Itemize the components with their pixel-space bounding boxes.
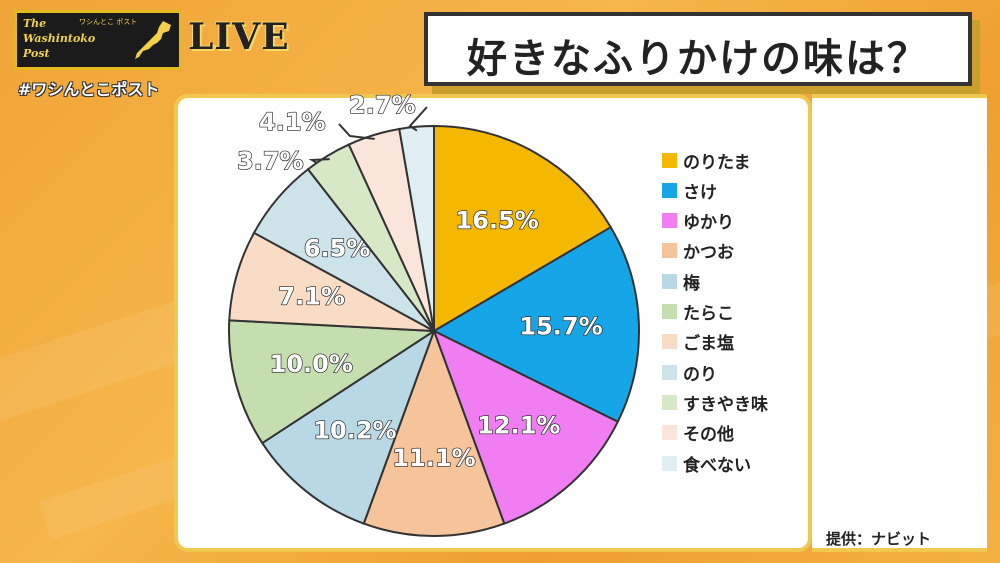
legend-swatch — [662, 152, 677, 168]
live-label: LIVE — [188, 16, 290, 58]
legend-label: かつお — [683, 243, 734, 264]
legend-item: さけ — [662, 178, 717, 203]
leader-line — [338, 123, 375, 140]
hashtag: #ワシんとこポスト — [18, 80, 160, 99]
slice-value-label: 7.1% — [278, 282, 345, 310]
legend-label: すきやき味 — [683, 394, 768, 415]
slice-value-label: 15.7% — [519, 312, 602, 340]
pie-slice — [431, 225, 640, 424]
legend-swatch — [662, 304, 677, 319]
legend-label: 食べない — [683, 455, 751, 476]
legend-item: のりたま — [662, 148, 751, 173]
legend-item: 梅 — [662, 269, 700, 294]
slice-value-label: 10.0% — [270, 350, 353, 378]
slice-value-label: 11.1% — [392, 444, 475, 472]
chart-title: 好きなふりかけの味は？ — [467, 36, 929, 82]
pie-slice — [432, 328, 620, 525]
leader-line — [408, 106, 428, 132]
slice-value-label: 2.7% — [349, 91, 416, 119]
slice-value-label: 4.1% — [259, 108, 326, 136]
legend-item: のり — [662, 360, 717, 385]
legend-label: 梅 — [683, 273, 700, 294]
legend-label: ゆかり — [683, 213, 734, 234]
legend-swatch — [662, 394, 677, 410]
legend-background — [812, 94, 987, 552]
legend-item: ゆかり — [662, 209, 734, 233]
legend-item: ごま塩 — [662, 330, 734, 354]
legend-label: ごま塩 — [683, 334, 734, 355]
legend-label: のり — [683, 364, 717, 385]
legend-label: のりたま — [683, 152, 751, 173]
slice-value-label: 6.5% — [304, 235, 371, 263]
pie-slice — [260, 328, 436, 525]
legend-label: たらこ — [683, 304, 734, 324]
logo-text: The Washintoko Post — [23, 17, 96, 60]
slice-value-label: 3.7% — [237, 147, 304, 175]
logo-subtitle: ワシんとこ ポスト — [79, 18, 138, 26]
title-box: 好きなふりかけの味は？ — [424, 12, 972, 86]
pie-slice — [398, 124, 435, 332]
legend-swatch — [662, 213, 677, 229]
pie-slice — [433, 124, 613, 333]
legend-swatch — [662, 455, 677, 471]
legend-swatch — [662, 182, 677, 198]
slice-value-label: 12.1% — [477, 412, 560, 440]
legend-swatch — [662, 334, 677, 350]
legend-item: かつお — [662, 239, 734, 263]
legend-swatch — [662, 425, 677, 441]
slice-value-label: 16.5% — [456, 207, 539, 235]
pie-slice — [228, 319, 438, 445]
legend-item: たらこ — [662, 300, 734, 324]
slice-value-label: 10.2% — [313, 417, 396, 445]
legend-item: 食べない — [662, 451, 751, 476]
legend-label: さけ — [683, 182, 717, 203]
legend-item: その他 — [662, 421, 734, 445]
legend-swatch — [662, 364, 677, 380]
legend-label: その他 — [683, 425, 734, 446]
japan-map-icon — [135, 21, 171, 59]
pie-slice — [362, 328, 506, 537]
source-credit: 提供：ナビット — [826, 530, 932, 548]
leader-line — [308, 158, 330, 164]
legend-swatch — [662, 273, 677, 289]
legend-item: すきやき味 — [662, 390, 768, 415]
show-logo: The Washintoko Post ワシんとこ ポスト — [14, 10, 182, 70]
legend-swatch — [662, 243, 677, 259]
